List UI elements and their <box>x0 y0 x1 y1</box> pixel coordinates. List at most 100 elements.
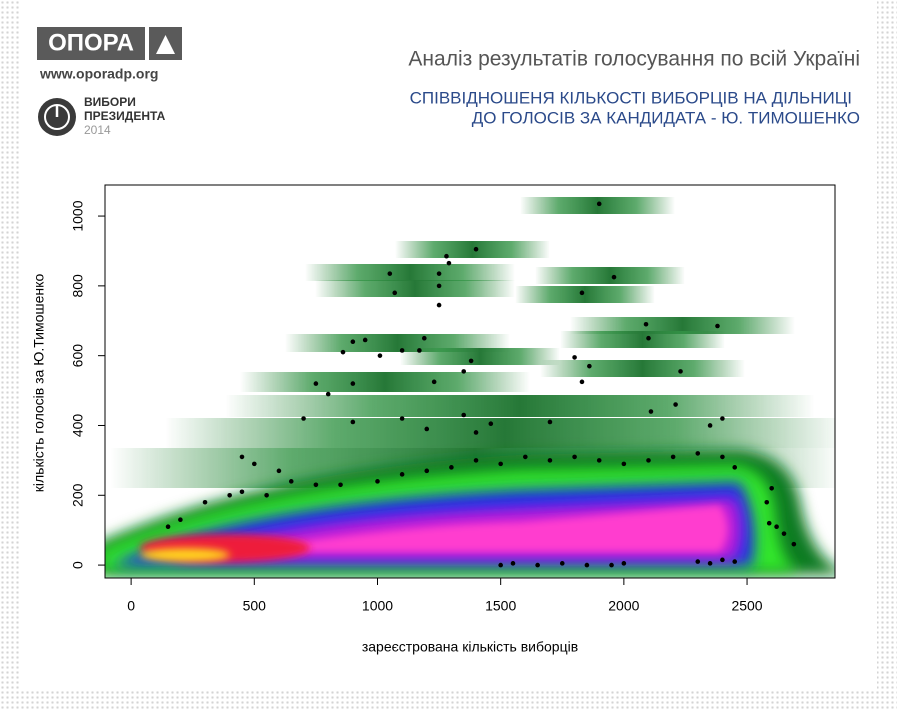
point <box>239 454 245 460</box>
point <box>791 541 797 547</box>
point <box>611 274 617 280</box>
y-tick-label: 800 <box>70 274 86 298</box>
plot-box <box>104 184 836 579</box>
point <box>264 492 269 498</box>
point <box>338 482 343 488</box>
point <box>572 355 577 360</box>
point <box>715 323 720 329</box>
badge-text: ПРЕЗИДЕНТА <box>84 109 166 123</box>
point <box>473 246 479 252</box>
y-axis-label: кількість голосів за Ю.Тимошенко <box>31 274 47 493</box>
x-tick-label: 1500 <box>485 598 516 614</box>
point <box>399 472 405 477</box>
point <box>596 458 602 463</box>
point <box>720 416 725 421</box>
point <box>707 561 713 566</box>
point <box>276 468 282 474</box>
point <box>301 416 306 421</box>
point <box>609 562 614 568</box>
point <box>621 461 627 467</box>
point <box>646 335 651 341</box>
logo-triangle <box>156 35 175 54</box>
y-tick-label: 600 <box>70 344 86 368</box>
point <box>350 381 356 386</box>
point <box>392 290 398 296</box>
point <box>720 557 725 563</box>
point <box>436 283 442 289</box>
point <box>468 358 474 364</box>
badge-text: ВИБОРИ <box>84 95 136 109</box>
badge-text: 2014 <box>84 123 111 137</box>
point <box>774 524 779 529</box>
point <box>165 524 171 529</box>
x-tick-label: 0 <box>127 598 135 614</box>
point <box>252 461 257 467</box>
point <box>596 201 602 207</box>
site: www.oporadp.org <box>39 66 158 82</box>
point <box>732 559 738 564</box>
point <box>461 369 467 374</box>
chart-subtitle: ДО ГОЛОСІВ ЗА КАНДИДАТА - Ю. ТИМОШЕНКО <box>472 108 860 127</box>
point <box>399 348 405 353</box>
point <box>579 379 585 385</box>
point <box>673 402 678 407</box>
point <box>449 465 454 470</box>
point <box>510 561 516 566</box>
point <box>227 492 232 498</box>
point <box>646 458 651 463</box>
point <box>288 479 294 484</box>
point <box>350 419 356 425</box>
point <box>313 381 319 386</box>
point <box>766 520 772 526</box>
point <box>325 391 331 397</box>
point <box>424 426 430 432</box>
point <box>350 339 356 345</box>
point <box>362 337 368 343</box>
point <box>444 253 449 259</box>
point <box>446 260 452 266</box>
point <box>764 499 770 505</box>
chart-subtitle: СПІВВІДНОШЕНЯ КІЛЬКОСТІ ВИБОРЦІВ НА ДІЛЬ… <box>410 88 852 107</box>
point <box>648 409 654 414</box>
point <box>621 561 627 566</box>
point <box>377 353 383 358</box>
point <box>340 349 346 355</box>
point <box>399 416 405 421</box>
point <box>547 419 553 425</box>
point <box>461 412 467 418</box>
point <box>431 379 437 385</box>
point <box>643 321 649 327</box>
point <box>498 562 503 568</box>
point <box>720 454 725 460</box>
point <box>781 531 787 536</box>
point <box>424 468 430 474</box>
point <box>498 461 503 467</box>
point <box>239 489 245 495</box>
point <box>473 430 479 435</box>
point <box>375 479 380 484</box>
point <box>678 369 683 374</box>
point <box>473 458 479 463</box>
point <box>587 363 592 369</box>
point <box>421 335 427 341</box>
x-axis-label: зареєстрована кількість виборців <box>362 639 578 655</box>
point <box>584 562 590 568</box>
point <box>707 423 713 428</box>
point <box>695 451 701 456</box>
density <box>105 197 835 575</box>
point <box>488 421 494 427</box>
logo-box <box>37 27 145 60</box>
y-tick-label: 400 <box>70 414 86 438</box>
point <box>769 486 774 491</box>
logo-text: ОПОРА <box>48 29 134 56</box>
point <box>547 458 553 463</box>
point <box>670 454 676 460</box>
point <box>695 559 701 564</box>
y-tick-label: 1000 <box>70 200 86 231</box>
chart-title: Аналіз результатів голосування по всій У… <box>408 48 860 71</box>
x-tick-label: 2500 <box>731 598 762 614</box>
y-tick-label: 0 <box>70 561 86 569</box>
point <box>436 302 442 308</box>
x-tick-label: 2000 <box>608 598 639 614</box>
